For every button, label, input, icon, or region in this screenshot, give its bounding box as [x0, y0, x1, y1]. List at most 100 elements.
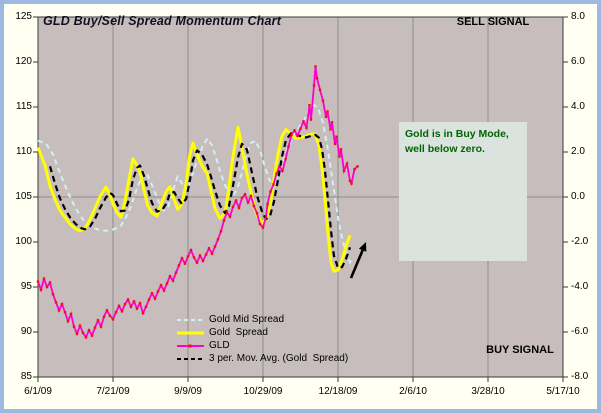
- gld-marker: [296, 134, 299, 137]
- gld-marker: [335, 135, 338, 138]
- gld-marker: [57, 309, 61, 312]
- gld-marker: [269, 190, 272, 193]
- gld-marker: [114, 311, 118, 314]
- right-axis-tick-label: 4.0: [571, 101, 585, 112]
- gld-marker: [255, 212, 259, 215]
- left-axis-tick-label: 95: [20, 281, 32, 292]
- gld-marker: [36, 280, 40, 283]
- left-axis-tick-label: 90: [20, 326, 32, 337]
- gld-marker: [305, 126, 308, 129]
- x-axis-tick-label: 12/18/09: [318, 386, 358, 397]
- legend: Gold Mid Spread Gold Spread GLD 3 per. Mov.…: [177, 313, 348, 365]
- gld-marker: [350, 182, 353, 185]
- series-moving-average: [48, 132, 352, 269]
- gld-marker: [105, 309, 109, 312]
- up-arrow-head-icon: [358, 242, 367, 252]
- gld-marker: [195, 261, 199, 264]
- annotation-box: Gold is in Buy Mode, well below zero.: [399, 122, 527, 261]
- legend-label: 3 per. Mov. Avg. (Gold Spread): [209, 352, 349, 364]
- gld-marker: [329, 128, 332, 131]
- legend-item: Gold Mid Spread: [177, 313, 348, 326]
- gld-marker: [54, 301, 58, 304]
- gld-marker: [290, 133, 293, 137]
- gld-marker: [177, 264, 181, 267]
- gld-marker: [171, 279, 175, 282]
- gld-marker: [150, 292, 154, 295]
- gld-marker: [180, 257, 184, 260]
- gld-marker: [129, 305, 133, 308]
- gld-marker: [275, 172, 278, 175]
- legend-sample-icon: [177, 344, 204, 347]
- gld-marker: [213, 245, 217, 248]
- gld-marker: [299, 127, 302, 130]
- left-axis-tick-label: 125: [15, 11, 32, 22]
- gld-marker: [78, 324, 82, 327]
- gld-marker: [141, 311, 145, 315]
- gld-marker: [174, 271, 178, 274]
- gld-marker: [72, 325, 76, 328]
- legend-label: Gold Spread: [209, 326, 268, 338]
- gld-marker: [324, 115, 328, 119]
- left-axis-tick-label: 120: [15, 56, 32, 67]
- gld-marker: [315, 77, 319, 80]
- gld-marker: [186, 255, 190, 258]
- gld-marker: [326, 110, 329, 113]
- gld-marker: [132, 300, 136, 303]
- gld-marker: [42, 277, 46, 281]
- gld-marker: [156, 290, 160, 293]
- gld-marker: [120, 310, 124, 313]
- gld-marker: [302, 120, 305, 123]
- gld-marker: [138, 302, 142, 305]
- gld-marker: [75, 332, 79, 335]
- legend-item: 3 per. Mov. Avg. (Gold Spread): [177, 352, 348, 365]
- gld-marker: [333, 142, 337, 146]
- x-axis-tick-label: 9/9/09: [174, 386, 202, 397]
- gld-marker: [135, 307, 139, 310]
- left-axis-tick-label: 110: [16, 146, 32, 157]
- gld-marker: [198, 254, 202, 257]
- legend-label: Gold Mid Spread: [209, 313, 285, 325]
- legend-sample-icon: [177, 331, 204, 334]
- right-axis-tick-label: -8.0: [571, 371, 589, 382]
- gld-marker: [342, 169, 346, 173]
- gld-marker: [96, 319, 100, 322]
- gld-marker: [266, 203, 269, 206]
- gld-marker: [60, 302, 64, 306]
- gld-marker: [345, 162, 349, 165]
- gld-marker: [39, 288, 43, 291]
- right-axis-tick-label: -2.0: [571, 236, 589, 247]
- gld-marker: [168, 275, 172, 278]
- gld-marker: [240, 196, 244, 200]
- gld-marker: [353, 167, 356, 171]
- gld-marker: [48, 281, 52, 284]
- gld-marker: [287, 145, 290, 148]
- gld-marker: [339, 148, 343, 151]
- gld-marker: [81, 331, 85, 335]
- gld-marker: [117, 304, 121, 308]
- gld-marker: [234, 199, 238, 202]
- gld-marker: [102, 315, 106, 318]
- series-gold-mid-spread: [37, 103, 353, 265]
- gld-marker: [237, 206, 241, 209]
- gld-marker: [51, 293, 55, 296]
- gld-marker: [356, 165, 359, 168]
- gld-marker: [272, 183, 275, 186]
- gld-marker: [252, 204, 256, 208]
- gld-marker: [84, 336, 88, 339]
- sell-signal-label: SELL SIGNAL: [456, 16, 530, 28]
- gld-marker: [278, 165, 281, 168]
- gld-marker: [189, 248, 193, 252]
- gld-marker: [159, 284, 163, 287]
- right-axis-tick-label: 6.0: [571, 56, 585, 67]
- gld-marker: [183, 262, 187, 265]
- chart-title: GLD Buy/Sell Spread Momentum Chart: [43, 14, 282, 28]
- gld-marker: [162, 289, 166, 292]
- gld-marker: [308, 104, 311, 107]
- gld-marker: [45, 285, 49, 289]
- gld-marker: [99, 325, 103, 328]
- gld-marker: [66, 320, 70, 323]
- gld-marker: [216, 238, 220, 241]
- annotation-line2: well below zero.: [405, 142, 485, 155]
- gld-marker: [210, 252, 214, 255]
- gld-marker: [153, 297, 157, 300]
